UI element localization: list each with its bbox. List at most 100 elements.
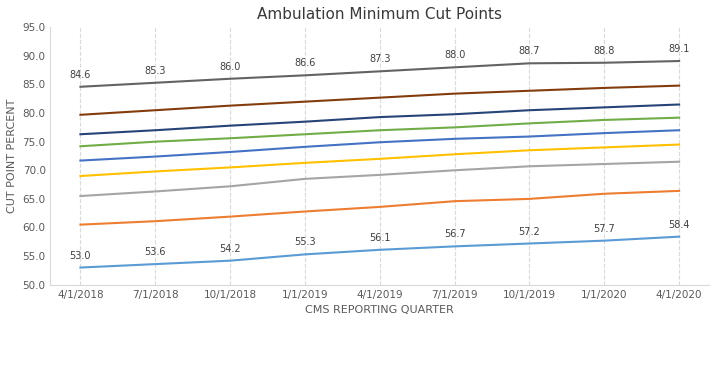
Text: 53.0: 53.0 bbox=[69, 251, 91, 261]
3.5 bbox=[600, 118, 609, 122]
3.5 bbox=[226, 136, 234, 141]
2.5 bbox=[301, 161, 309, 165]
4.0 bbox=[226, 123, 234, 128]
4.5 bbox=[525, 89, 533, 93]
2.5 bbox=[226, 165, 234, 170]
4.0 bbox=[76, 132, 84, 137]
Text: 56.1: 56.1 bbox=[369, 233, 390, 243]
1.0 bbox=[226, 258, 234, 263]
4.5 bbox=[151, 108, 160, 112]
5.0 bbox=[151, 81, 160, 85]
Line: 2.0: 2.0 bbox=[80, 162, 679, 196]
2.0 bbox=[450, 168, 459, 173]
2.0 bbox=[674, 160, 683, 164]
4.5 bbox=[375, 96, 384, 100]
2.0 bbox=[226, 184, 234, 188]
Text: 88.7: 88.7 bbox=[518, 46, 540, 56]
5.0 bbox=[525, 61, 533, 65]
Text: 54.2: 54.2 bbox=[219, 244, 241, 254]
3.5 bbox=[674, 115, 683, 120]
2.5 bbox=[600, 145, 609, 150]
3.5 bbox=[375, 128, 384, 132]
Line: 4.5: 4.5 bbox=[80, 86, 679, 115]
4.0 bbox=[301, 119, 309, 124]
2.5 bbox=[525, 148, 533, 153]
4.0 bbox=[674, 102, 683, 107]
1.5 bbox=[226, 214, 234, 219]
5.0 bbox=[226, 77, 234, 81]
1.0 bbox=[375, 247, 384, 252]
Line: 1.0: 1.0 bbox=[80, 237, 679, 268]
4.0 bbox=[525, 108, 533, 112]
3.5 bbox=[76, 144, 84, 149]
Text: 84.6: 84.6 bbox=[69, 70, 91, 80]
1.5 bbox=[301, 209, 309, 214]
3.0 bbox=[301, 145, 309, 149]
2.0 bbox=[375, 173, 384, 177]
4.5 bbox=[301, 99, 309, 104]
1.5 bbox=[600, 192, 609, 196]
3.5 bbox=[151, 139, 160, 144]
1.0 bbox=[151, 262, 160, 266]
Line: 3.0: 3.0 bbox=[80, 130, 679, 161]
1.5 bbox=[76, 222, 84, 227]
Text: 88.8: 88.8 bbox=[594, 46, 615, 56]
3.0 bbox=[674, 128, 683, 132]
5.0 bbox=[375, 69, 384, 73]
4.5 bbox=[600, 86, 609, 90]
Line: 1.5: 1.5 bbox=[80, 191, 679, 224]
X-axis label: CMS REPORTING QUARTER: CMS REPORTING QUARTER bbox=[306, 305, 454, 315]
4.0 bbox=[151, 128, 160, 132]
2.5 bbox=[375, 157, 384, 161]
Title: Ambulation Minimum Cut Points: Ambulation Minimum Cut Points bbox=[257, 7, 502, 22]
3.0 bbox=[525, 134, 533, 139]
4.5 bbox=[674, 84, 683, 88]
5.0 bbox=[450, 65, 459, 69]
Text: 57.2: 57.2 bbox=[518, 227, 541, 237]
5.0 bbox=[301, 73, 309, 77]
1.0 bbox=[76, 265, 84, 270]
Text: 58.4: 58.4 bbox=[668, 220, 690, 230]
Text: 87.3: 87.3 bbox=[369, 54, 390, 64]
Line: 2.5: 2.5 bbox=[80, 145, 679, 176]
2.0 bbox=[600, 162, 609, 166]
4.5 bbox=[450, 92, 459, 96]
5.0 bbox=[600, 61, 609, 65]
Legend: 1.0, 1.5, 2.0, 2.5, 3.0, 3.5, 4.0, 4.5, 5.0: 1.0, 1.5, 2.0, 2.5, 3.0, 3.5, 4.0, 4.5, … bbox=[159, 362, 601, 365]
Y-axis label: CUT POINT PERCENT: CUT POINT PERCENT bbox=[7, 99, 17, 213]
3.0 bbox=[151, 154, 160, 159]
1.5 bbox=[450, 199, 459, 203]
3.5 bbox=[525, 121, 533, 126]
Text: 86.0: 86.0 bbox=[219, 62, 241, 72]
Line: 3.5: 3.5 bbox=[80, 118, 679, 146]
3.5 bbox=[450, 125, 459, 130]
1.5 bbox=[375, 205, 384, 209]
Text: 86.6: 86.6 bbox=[294, 58, 316, 68]
2.5 bbox=[151, 169, 160, 174]
2.5 bbox=[76, 174, 84, 178]
2.0 bbox=[151, 189, 160, 194]
4.0 bbox=[450, 112, 459, 116]
4.0 bbox=[375, 115, 384, 119]
2.0 bbox=[525, 164, 533, 169]
Text: 85.3: 85.3 bbox=[145, 66, 166, 76]
4.5 bbox=[76, 113, 84, 117]
2.5 bbox=[674, 142, 683, 147]
Line: 4.0: 4.0 bbox=[80, 104, 679, 134]
1.0 bbox=[301, 252, 309, 257]
4.5 bbox=[226, 103, 234, 108]
3.0 bbox=[226, 150, 234, 154]
1.5 bbox=[674, 189, 683, 193]
4.0 bbox=[600, 105, 609, 110]
1.0 bbox=[674, 234, 683, 239]
Text: 55.3: 55.3 bbox=[294, 238, 316, 247]
Text: 56.7: 56.7 bbox=[444, 230, 465, 239]
3.0 bbox=[600, 131, 609, 135]
2.0 bbox=[76, 194, 84, 198]
1.0 bbox=[450, 244, 459, 249]
Text: 88.0: 88.0 bbox=[444, 50, 465, 60]
3.0 bbox=[450, 137, 459, 141]
5.0 bbox=[674, 59, 683, 63]
3.5 bbox=[301, 132, 309, 137]
1.5 bbox=[525, 197, 533, 201]
